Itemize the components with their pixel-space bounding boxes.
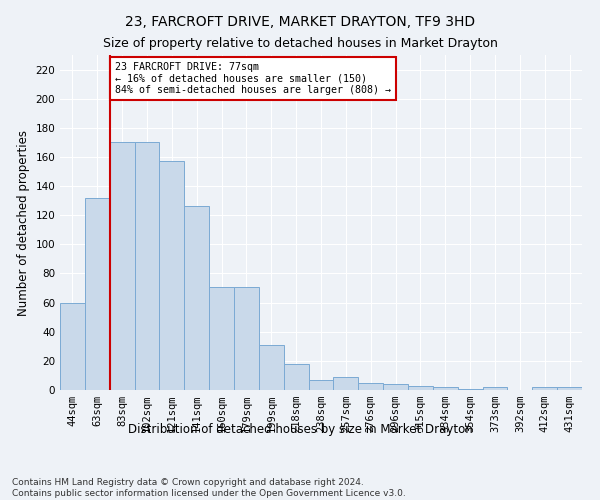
Bar <box>160 162 184 390</box>
Bar <box>433 387 458 390</box>
Bar <box>85 198 110 390</box>
Bar <box>482 387 508 390</box>
Bar <box>458 388 482 390</box>
Text: 23, FARCROFT DRIVE, MARKET DRAYTON, TF9 3HD: 23, FARCROFT DRIVE, MARKET DRAYTON, TF9 … <box>125 15 475 29</box>
Bar <box>532 387 557 390</box>
Bar <box>408 386 433 390</box>
Bar <box>557 387 582 390</box>
Bar <box>184 206 209 390</box>
Text: Size of property relative to detached houses in Market Drayton: Size of property relative to detached ho… <box>103 38 497 51</box>
Bar <box>259 345 284 390</box>
Bar <box>334 377 358 390</box>
Text: Contains HM Land Registry data © Crown copyright and database right 2024.
Contai: Contains HM Land Registry data © Crown c… <box>12 478 406 498</box>
Bar <box>308 380 334 390</box>
Y-axis label: Number of detached properties: Number of detached properties <box>17 130 30 316</box>
Bar <box>234 286 259 390</box>
Bar <box>60 302 85 390</box>
Bar <box>383 384 408 390</box>
Bar <box>110 142 134 390</box>
Bar <box>284 364 308 390</box>
Text: 23 FARCROFT DRIVE: 77sqm
← 16% of detached houses are smaller (150)
84% of semi-: 23 FARCROFT DRIVE: 77sqm ← 16% of detach… <box>115 62 391 96</box>
Bar <box>209 286 234 390</box>
Text: Distribution of detached houses by size in Market Drayton: Distribution of detached houses by size … <box>128 422 472 436</box>
Bar <box>358 382 383 390</box>
Bar <box>134 142 160 390</box>
